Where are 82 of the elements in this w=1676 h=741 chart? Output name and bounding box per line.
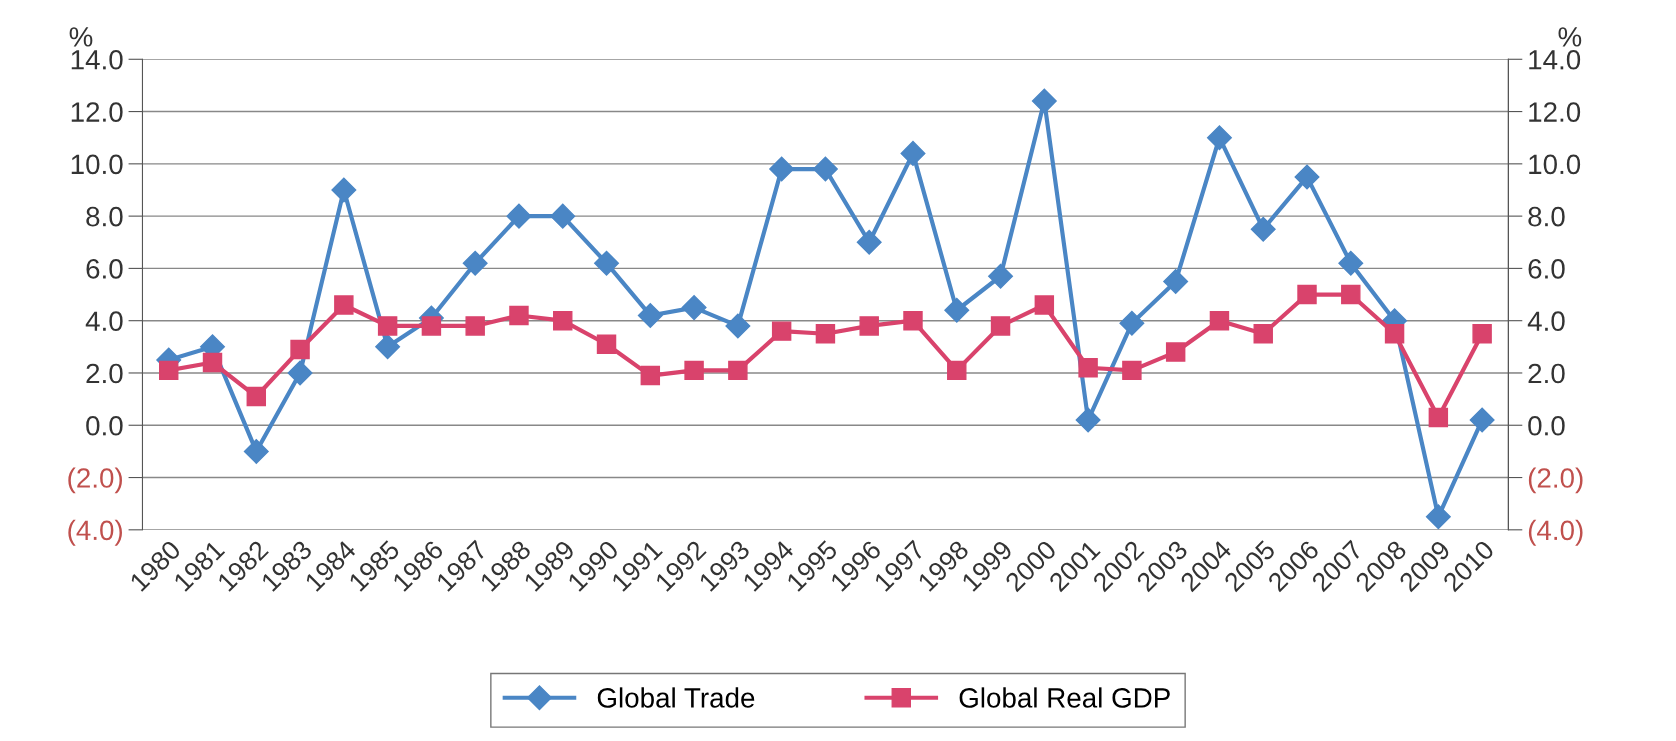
y-tick-label: 0.0 — [86, 415, 123, 436]
point — [1078, 358, 1098, 378]
point — [1165, 342, 1186, 362]
point — [421, 316, 442, 336]
point — [331, 177, 357, 203]
y2-tick-label: 6.0 — [1528, 259, 1565, 279]
point — [1341, 284, 1361, 305]
point — [728, 360, 748, 381]
point — [1338, 250, 1364, 276]
point — [462, 250, 488, 276]
point — [550, 203, 576, 229]
y-tick-label: 2.0 — [86, 363, 123, 384]
point — [1031, 88, 1057, 114]
point — [553, 310, 573, 331]
point — [1075, 407, 1101, 433]
point — [1122, 360, 1142, 381]
point — [594, 250, 620, 276]
y-tick-label: (2.0) — [68, 467, 122, 494]
point — [900, 140, 926, 166]
point — [1206, 125, 1232, 151]
point — [1469, 407, 1495, 433]
legend-label: Global Trade — [597, 687, 755, 708]
point — [465, 316, 485, 336]
point — [1034, 295, 1055, 315]
point — [202, 352, 223, 373]
point — [596, 334, 617, 354]
y2-tick-label: 2.0 — [1528, 363, 1565, 384]
point — [812, 156, 838, 182]
point — [769, 156, 795, 182]
point — [815, 324, 836, 344]
y2-tick-label: 10.0 — [1529, 154, 1581, 175]
y-tick-label: 4.0 — [85, 311, 123, 332]
point — [1425, 504, 1451, 530]
point — [377, 316, 398, 336]
point — [990, 316, 1011, 336]
point — [290, 339, 310, 360]
point — [375, 334, 401, 360]
y2-axis-title: % — [1558, 27, 1582, 47]
y2-tick-label: 4.0 — [1527, 311, 1565, 332]
point — [334, 295, 354, 315]
point — [1297, 284, 1317, 305]
point — [1384, 324, 1405, 344]
point — [640, 365, 661, 386]
point — [1472, 324, 1492, 344]
point — [903, 310, 923, 331]
point — [506, 203, 532, 229]
y2-tick-label: 12.0 — [1529, 102, 1581, 122]
point — [1163, 268, 1189, 294]
point — [725, 313, 751, 339]
point — [509, 305, 529, 326]
y-tick-label: 8.0 — [86, 206, 123, 227]
point — [246, 386, 267, 407]
point — [684, 360, 704, 381]
point — [988, 263, 1014, 289]
y-tick-label: (4.0) — [68, 519, 122, 546]
point — [637, 302, 663, 328]
y-axis-title: % — [69, 27, 93, 47]
point — [1294, 164, 1320, 190]
y2-tick-label: 14.0 — [1529, 49, 1581, 70]
point — [159, 360, 179, 381]
y-tick-label: 6.0 — [86, 259, 123, 279]
point — [947, 360, 967, 381]
y2-tick-label: 8.0 — [1528, 206, 1565, 227]
point — [856, 229, 882, 255]
point — [681, 295, 707, 321]
y-tick-label: 14.0 — [71, 49, 123, 70]
point — [243, 438, 269, 464]
point — [1250, 216, 1276, 242]
point — [1209, 310, 1230, 331]
point — [771, 321, 792, 341]
point — [1119, 310, 1145, 336]
point — [287, 360, 313, 386]
y-tick-label: 10.0 — [71, 154, 123, 175]
y-tick-label: 12.0 — [71, 102, 123, 122]
y2-tick-label: 0.0 — [1528, 415, 1565, 436]
point — [944, 297, 970, 323]
point — [1253, 324, 1273, 344]
legend-label: Global Real GDP — [959, 687, 1170, 708]
point — [1428, 407, 1449, 428]
y2-tick-label: (4.0) — [1528, 519, 1583, 546]
y2-tick-label: (2.0) — [1528, 467, 1583, 494]
point — [859, 316, 879, 336]
